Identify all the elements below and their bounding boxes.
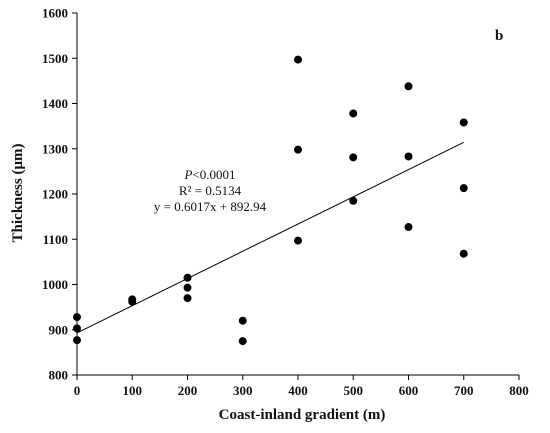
axes	[76, 13, 519, 376]
data-point	[128, 297, 137, 306]
x-tick-label: 100	[123, 383, 143, 398]
y-tick-label: 1500	[42, 51, 68, 66]
y-tick-label: 1000	[42, 277, 68, 292]
p-value-symbol: P	[183, 167, 192, 182]
data-point	[294, 55, 302, 64]
x-tick-label: 0	[74, 383, 81, 398]
x-tick-label: 600	[399, 383, 419, 398]
data-point	[349, 153, 358, 162]
y-tick-label: 1600	[42, 6, 68, 21]
data-point	[349, 196, 358, 205]
y-tick-label: 1200	[42, 187, 68, 202]
data-point	[238, 337, 247, 346]
data-point	[238, 316, 247, 325]
y-tick-label: 900	[49, 322, 69, 337]
p-value-text: <0.0001	[192, 167, 235, 182]
panel-label: b	[495, 28, 503, 44]
data-point	[349, 109, 358, 118]
y-tick-label: 800	[49, 368, 69, 383]
data-point	[404, 152, 413, 161]
data-point	[73, 313, 81, 322]
y-tick-label: 1100	[43, 232, 68, 247]
data-point	[404, 223, 413, 232]
y-ticks: 800 900 1000 1100 1200 1300 1400 1500 1600	[42, 6, 77, 383]
data-points	[73, 55, 468, 346]
data-point	[73, 324, 81, 333]
data-point	[404, 82, 413, 91]
data-point	[294, 145, 302, 154]
p-value-annotation: P<0.0001	[183, 167, 235, 182]
x-tick-label: 700	[454, 383, 474, 398]
data-point	[294, 236, 302, 245]
data-point	[183, 294, 192, 303]
data-point	[183, 273, 192, 282]
x-tick-label: 400	[288, 383, 308, 398]
data-point	[183, 283, 192, 292]
y-tick-label: 1300	[42, 141, 68, 156]
data-point	[459, 184, 468, 193]
x-ticks: 0 100 200 300 400 500 600 700 800	[74, 375, 529, 398]
r-squared-annotation: R² = 0.5134	[179, 183, 242, 198]
data-point	[73, 336, 81, 345]
regression-equation: y = 0.6017x + 892.94	[154, 199, 267, 214]
y-axis-label: Thickness (μm)	[10, 144, 26, 243]
trendline	[76, 141, 464, 334]
data-point	[459, 249, 468, 258]
x-tick-label: 200	[178, 383, 198, 398]
x-axis-label: Coast-inland gradient (m)	[219, 407, 386, 423]
x-tick-label: 500	[344, 383, 364, 398]
x-tick-label: 800	[509, 383, 529, 398]
data-point	[459, 118, 468, 127]
y-tick-label: 1400	[42, 96, 68, 111]
x-tick-label: 300	[233, 383, 253, 398]
